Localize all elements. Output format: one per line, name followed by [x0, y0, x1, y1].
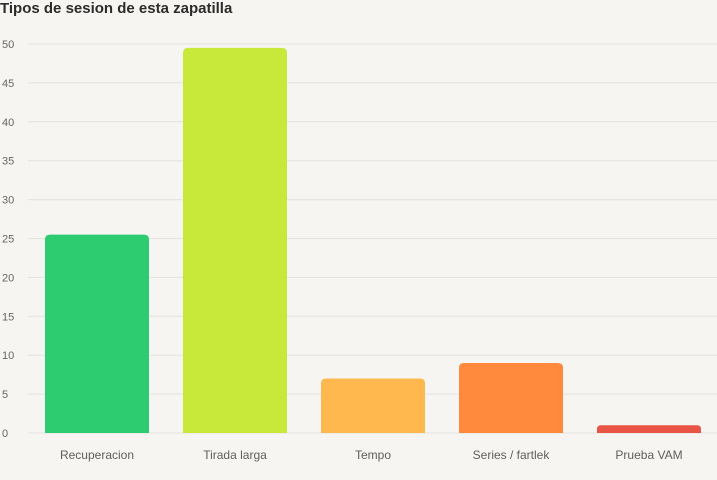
x-category-label: Tempo [355, 448, 391, 462]
y-tick-label: 50 [2, 39, 14, 51]
y-tick-label: 15 [2, 311, 14, 323]
x-axis-category-labels: Recuperacion Tirada larga Tempo Series / fa… [60, 448, 683, 462]
y-tick-label: 10 [2, 350, 14, 362]
x-category-label: Recuperacion [60, 448, 134, 462]
y-tick-label: 40 [2, 117, 14, 129]
y-tick-label: 45 [2, 78, 14, 90]
bar-series-fartlek[interactable] [459, 362, 563, 433]
y-tick-label: 20 [2, 272, 14, 284]
y-tick-label: 25 [2, 234, 14, 246]
x-category-label: Tirada larga [203, 448, 267, 462]
chart-title: Tipos de sesion de esta zapatilla [0, 0, 233, 17]
y-tick-label: 35 [2, 156, 14, 168]
bar-prueba-vam[interactable] [597, 425, 701, 433]
y-tick-label: 0 [2, 428, 8, 440]
x-category-label: Series / fartlek [473, 448, 551, 462]
y-axis-tick-labels: 0 5 10 15 20 25 30 35 40 45 50 [2, 39, 14, 440]
y-tick-label: 5 [2, 389, 8, 401]
x-category-label: Prueba VAM [615, 448, 682, 462]
bar-recuperacion[interactable] [45, 234, 149, 433]
y-tick-label: 30 [2, 195, 14, 207]
bar-tirada-larga[interactable] [183, 47, 287, 433]
bar-tempo[interactable] [321, 378, 425, 433]
bars [45, 47, 701, 433]
